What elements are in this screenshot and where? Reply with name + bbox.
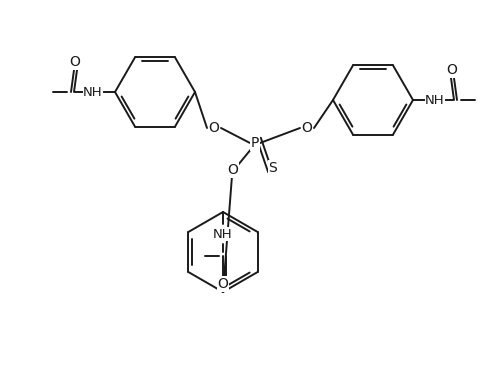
Text: O: O bbox=[302, 121, 313, 135]
Text: NH: NH bbox=[83, 86, 103, 99]
Text: O: O bbox=[227, 163, 238, 177]
Text: P: P bbox=[251, 136, 259, 150]
Text: NH: NH bbox=[213, 228, 233, 240]
Text: O: O bbox=[217, 277, 228, 291]
Text: NH: NH bbox=[425, 93, 445, 106]
Text: O: O bbox=[208, 121, 219, 135]
Text: O: O bbox=[446, 63, 457, 77]
Text: O: O bbox=[70, 55, 81, 69]
Text: S: S bbox=[269, 161, 278, 175]
